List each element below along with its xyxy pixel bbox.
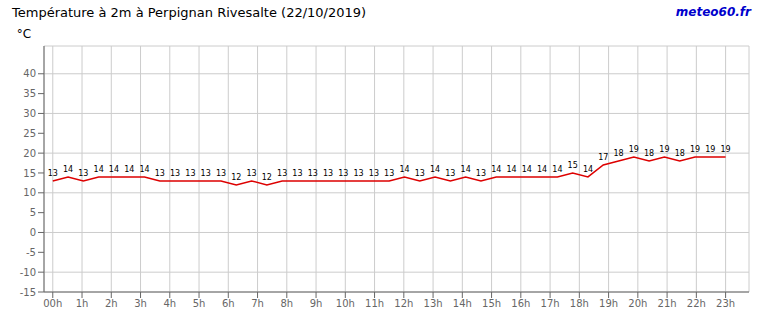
svg-text:13h: 13h <box>424 298 443 309</box>
svg-text:13: 13 <box>308 169 318 178</box>
svg-text:13: 13 <box>78 169 88 178</box>
svg-text:20: 20 <box>23 148 36 159</box>
svg-text:00h: 00h <box>43 298 62 309</box>
svg-text:17: 17 <box>598 153 608 162</box>
svg-text:17h: 17h <box>541 298 560 309</box>
svg-text:13: 13 <box>185 169 195 178</box>
svg-text:19: 19 <box>629 145 639 154</box>
svg-text:13: 13 <box>246 169 256 178</box>
svg-text:14h: 14h <box>453 298 472 309</box>
svg-text:13: 13 <box>369 169 379 178</box>
svg-text:-15: -15 <box>20 287 36 298</box>
svg-text:40: 40 <box>23 68 36 79</box>
svg-text:15: 15 <box>23 168 36 179</box>
svg-text:10h: 10h <box>336 298 355 309</box>
html-text:Température à 2m à Perpignan R: Température à 2m à Perpignan Rivesalte (… <box>12 4 367 20</box>
svg-text:4h: 4h <box>163 298 176 309</box>
svg-text:7h: 7h <box>251 298 264 309</box>
svg-text:12h: 12h <box>394 298 413 309</box>
svg-text:23h: 23h <box>716 298 735 309</box>
svg-text:19: 19 <box>721 145 731 154</box>
svg-text:13: 13 <box>216 169 226 178</box>
svg-text:18: 18 <box>644 149 654 158</box>
svg-text:13: 13 <box>323 169 333 178</box>
svg-text:13: 13 <box>354 169 364 178</box>
svg-text:30: 30 <box>23 108 36 119</box>
svg-text:14: 14 <box>552 165 562 174</box>
svg-text:16h: 16h <box>511 298 530 309</box>
svg-text:9h: 9h <box>310 298 323 309</box>
svg-text:13: 13 <box>170 169 180 178</box>
svg-text:0: 0 <box>30 227 36 238</box>
svg-text:14: 14 <box>491 165 501 174</box>
svg-text:14: 14 <box>94 165 104 174</box>
svg-text:-10: -10 <box>20 267 36 278</box>
svg-text:12: 12 <box>262 173 272 182</box>
svg-text:14: 14 <box>583 165 593 174</box>
svg-text:14: 14 <box>109 165 119 174</box>
svg-text:13: 13 <box>415 169 425 178</box>
svg-text:5h: 5h <box>193 298 206 309</box>
svg-text:10: 10 <box>23 187 36 198</box>
svg-text:14: 14 <box>63 165 73 174</box>
html-text:meteo60.fr: meteo60.fr <box>675 5 751 19</box>
svg-text:13: 13 <box>292 169 302 178</box>
svg-text:°C: °C <box>17 27 31 41</box>
svg-text:13: 13 <box>384 169 394 178</box>
svg-text:14: 14 <box>537 165 547 174</box>
svg-text:25: 25 <box>23 128 36 139</box>
svg-text:11h: 11h <box>365 298 384 309</box>
svg-text:-5: -5 <box>26 247 36 258</box>
svg-text:18h: 18h <box>570 298 589 309</box>
svg-text:35: 35 <box>23 88 36 99</box>
svg-text:3h: 3h <box>134 298 147 309</box>
svg-text:5: 5 <box>30 207 36 218</box>
svg-text:14: 14 <box>124 165 134 174</box>
svg-text:15: 15 <box>568 161 578 170</box>
svg-text:13: 13 <box>201 169 211 178</box>
svg-text:20h: 20h <box>628 298 647 309</box>
svg-text:8h: 8h <box>280 298 293 309</box>
svg-text:13: 13 <box>445 169 455 178</box>
svg-text:19: 19 <box>705 145 715 154</box>
svg-text:14: 14 <box>139 165 149 174</box>
svg-text:19: 19 <box>690 145 700 154</box>
svg-text:2h: 2h <box>105 298 118 309</box>
svg-text:13: 13 <box>277 169 287 178</box>
svg-text:19: 19 <box>659 145 669 154</box>
svg-text:14: 14 <box>522 165 532 174</box>
svg-text:6h: 6h <box>222 298 235 309</box>
svg-text:14: 14 <box>399 165 409 174</box>
svg-text:12: 12 <box>231 173 241 182</box>
svg-text:13: 13 <box>338 169 348 178</box>
svg-text:18: 18 <box>675 149 685 158</box>
svg-text:14: 14 <box>461 165 471 174</box>
svg-text:13: 13 <box>476 169 486 178</box>
svg-text:1h: 1h <box>76 298 89 309</box>
svg-text:21h: 21h <box>658 298 677 309</box>
svg-text:13: 13 <box>48 169 58 178</box>
svg-text:14: 14 <box>430 165 440 174</box>
svg-text:15h: 15h <box>482 298 501 309</box>
svg-text:22h: 22h <box>687 298 706 309</box>
svg-text:19h: 19h <box>599 298 618 309</box>
svg-text:13: 13 <box>155 169 165 178</box>
svg-text:18: 18 <box>613 149 623 158</box>
svg-text:14: 14 <box>506 165 516 174</box>
